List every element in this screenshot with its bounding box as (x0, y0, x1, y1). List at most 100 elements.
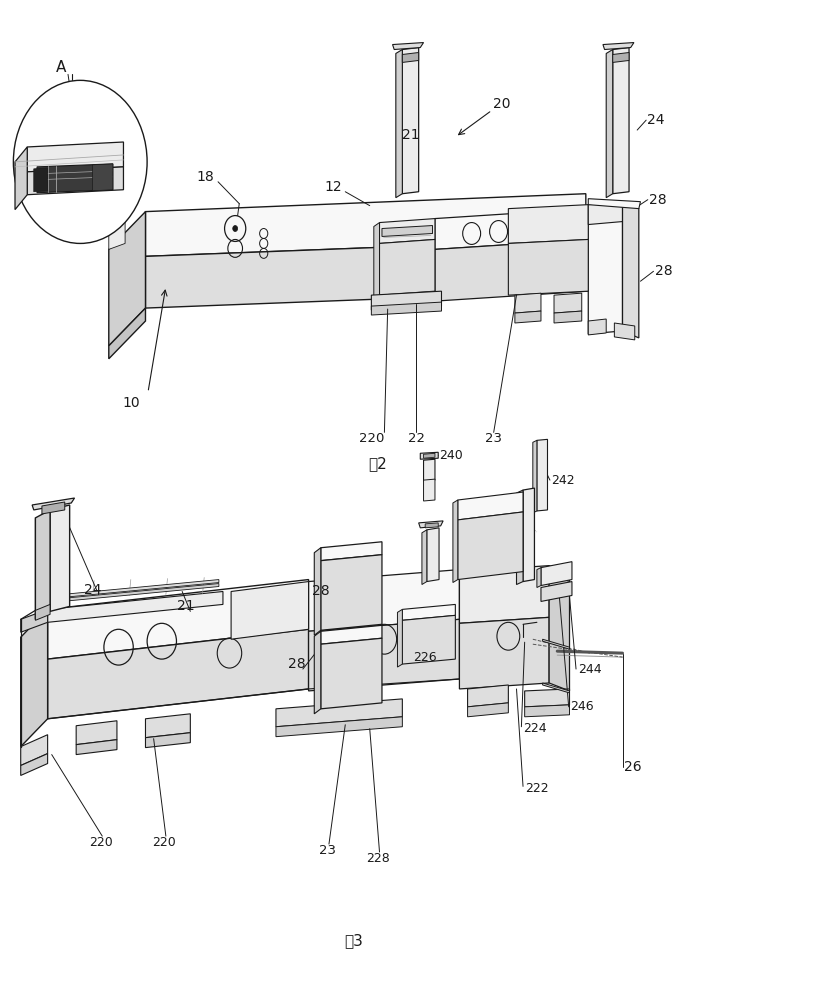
Polygon shape (35, 604, 50, 620)
Polygon shape (382, 226, 433, 236)
Polygon shape (309, 619, 460, 691)
Polygon shape (379, 239, 435, 295)
Polygon shape (515, 293, 541, 313)
Polygon shape (402, 615, 456, 664)
Text: 图2: 图2 (369, 456, 388, 471)
Polygon shape (145, 239, 586, 308)
Polygon shape (508, 205, 589, 243)
Polygon shape (612, 52, 629, 62)
Polygon shape (34, 168, 48, 192)
Text: 220: 220 (153, 836, 177, 849)
Polygon shape (424, 479, 435, 501)
Polygon shape (42, 502, 65, 514)
Polygon shape (52, 584, 219, 602)
Text: 242: 242 (551, 474, 575, 487)
Polygon shape (468, 685, 508, 707)
Polygon shape (231, 582, 309, 639)
Polygon shape (460, 566, 549, 623)
Text: 18: 18 (196, 170, 214, 184)
Polygon shape (48, 629, 309, 719)
Polygon shape (435, 239, 589, 301)
Polygon shape (589, 199, 640, 209)
Polygon shape (93, 164, 112, 191)
Polygon shape (314, 548, 321, 635)
Polygon shape (533, 440, 537, 513)
Polygon shape (52, 580, 219, 598)
Polygon shape (603, 43, 634, 50)
Polygon shape (523, 488, 534, 582)
Text: 246: 246 (571, 700, 594, 713)
Circle shape (13, 80, 147, 243)
Polygon shape (402, 52, 419, 62)
Polygon shape (541, 582, 572, 601)
Polygon shape (50, 505, 70, 611)
Polygon shape (420, 452, 438, 459)
Polygon shape (589, 319, 606, 335)
Polygon shape (614, 323, 635, 340)
Polygon shape (543, 639, 570, 649)
Text: 28: 28 (287, 657, 305, 671)
Text: 12: 12 (324, 180, 342, 194)
Polygon shape (549, 566, 570, 691)
Polygon shape (321, 542, 382, 561)
Text: 222: 222 (525, 782, 548, 795)
Text: 240: 240 (439, 449, 463, 462)
Polygon shape (622, 202, 639, 338)
Polygon shape (537, 439, 548, 511)
Polygon shape (554, 311, 582, 323)
Text: 20: 20 (493, 97, 511, 111)
Polygon shape (321, 625, 382, 644)
Polygon shape (458, 492, 523, 520)
Polygon shape (525, 689, 570, 707)
Text: 图3: 图3 (344, 933, 363, 948)
Polygon shape (589, 202, 622, 334)
Polygon shape (402, 48, 419, 194)
Polygon shape (402, 604, 456, 620)
Polygon shape (21, 754, 48, 775)
Text: 228: 228 (366, 851, 390, 864)
Polygon shape (109, 308, 145, 359)
Polygon shape (508, 239, 589, 295)
Polygon shape (419, 521, 443, 528)
Circle shape (232, 226, 237, 232)
Polygon shape (554, 293, 582, 313)
Polygon shape (35, 510, 50, 619)
Text: 244: 244 (578, 663, 601, 676)
Polygon shape (145, 714, 190, 738)
Polygon shape (541, 562, 572, 586)
Polygon shape (48, 591, 223, 622)
Polygon shape (276, 699, 402, 727)
Polygon shape (460, 617, 549, 689)
Polygon shape (109, 212, 125, 249)
Polygon shape (145, 194, 586, 256)
Polygon shape (543, 683, 570, 693)
Text: 28: 28 (649, 193, 667, 207)
Text: 26: 26 (624, 760, 642, 774)
Polygon shape (425, 523, 438, 528)
Polygon shape (424, 453, 435, 458)
Polygon shape (396, 50, 402, 198)
Polygon shape (379, 219, 435, 243)
Polygon shape (27, 142, 123, 172)
Text: 226: 226 (413, 651, 437, 664)
Text: 220: 220 (89, 836, 112, 849)
Polygon shape (76, 740, 117, 755)
Text: 24: 24 (647, 113, 664, 127)
Polygon shape (321, 638, 382, 709)
Polygon shape (109, 212, 145, 346)
Polygon shape (515, 311, 541, 323)
Polygon shape (371, 302, 442, 315)
Text: 21: 21 (177, 599, 195, 613)
Polygon shape (612, 48, 629, 194)
Polygon shape (468, 703, 508, 717)
Polygon shape (37, 164, 112, 193)
Polygon shape (314, 631, 321, 714)
Polygon shape (48, 580, 309, 659)
Polygon shape (397, 609, 402, 667)
Polygon shape (525, 705, 570, 717)
Polygon shape (76, 721, 117, 745)
Polygon shape (374, 223, 379, 299)
Polygon shape (15, 147, 27, 210)
Text: 28: 28 (655, 264, 672, 278)
Polygon shape (392, 43, 424, 50)
